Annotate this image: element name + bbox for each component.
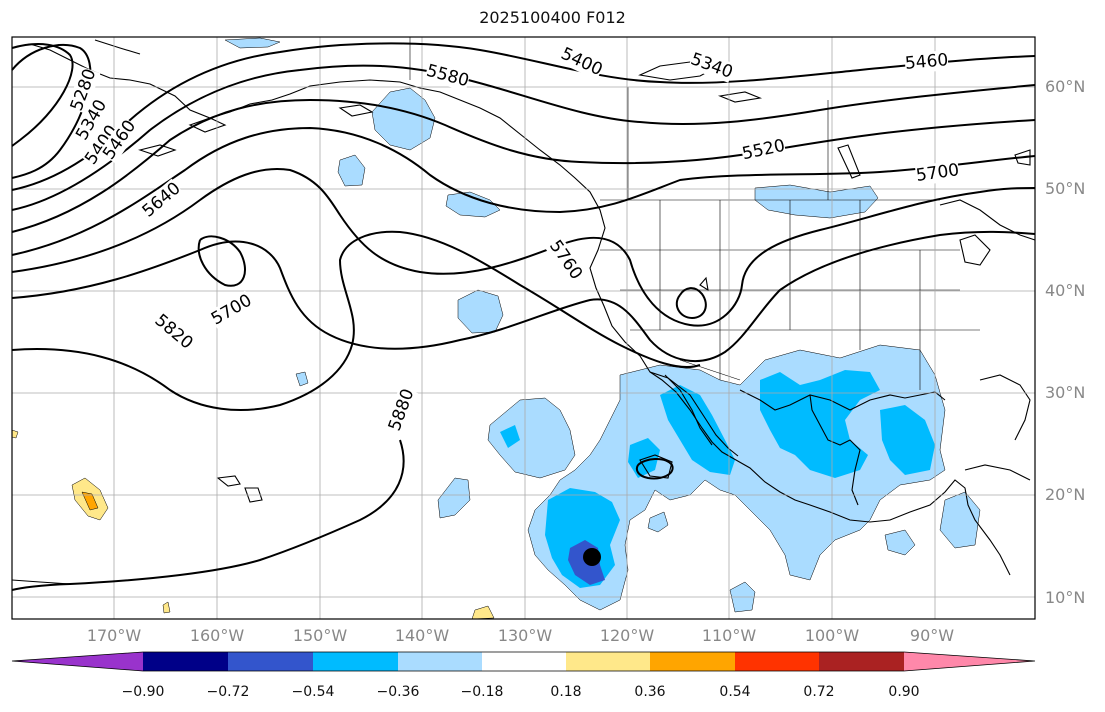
- colorbar-tick: 0.90: [888, 684, 920, 700]
- lon-label: 110°W: [701, 626, 757, 645]
- lat-label: 50°N: [1045, 179, 1086, 198]
- colorbar-tick: −0.72: [206, 684, 250, 700]
- colorbar-tick: −0.18: [460, 684, 504, 700]
- height-contours: [11, 42, 1036, 591]
- lat-label: 60°N: [1045, 77, 1086, 96]
- lat-label: 40°N: [1045, 281, 1086, 300]
- colorbar-segment: [228, 652, 313, 671]
- colorbar-segment: [143, 652, 228, 671]
- lon-label: 120°W: [599, 626, 655, 645]
- lon-label: 160°W: [189, 626, 245, 645]
- political-borders: [409, 37, 980, 390]
- lat-label: 30°N: [1045, 383, 1086, 402]
- colorbar-tick: 0.18: [550, 684, 582, 700]
- contour-label: 5460: [904, 50, 950, 74]
- colorbar-tick: −0.36: [376, 684, 420, 700]
- colorbar-segment: [819, 652, 904, 671]
- colorbar-segment: [482, 652, 566, 671]
- lat-label: 20°N: [1045, 485, 1086, 504]
- lon-label: 130°W: [497, 626, 553, 645]
- colorbar-segment: [398, 652, 482, 671]
- lon-label: 150°W: [292, 626, 348, 645]
- lat-label: 10°N: [1045, 588, 1086, 607]
- colorbar-segment: [650, 652, 735, 671]
- colorbar-tick: 0.72: [803, 684, 835, 700]
- colorbar-tick: 0.36: [634, 684, 666, 700]
- lon-label: 90°W: [909, 626, 955, 645]
- colorbar-segment: [313, 652, 398, 671]
- map-title: 2025100400 F012: [479, 8, 626, 27]
- colorbar-tick: −0.54: [291, 684, 335, 700]
- lon-label: 100°W: [804, 626, 860, 645]
- anomaly-shading-positive: [11, 429, 495, 620]
- anomaly-shading-light-blue: [224, 37, 981, 613]
- lon-label: 140°W: [394, 626, 450, 645]
- map-frame: [11, 36, 1036, 620]
- colorbar-tick: 0.54: [719, 684, 751, 700]
- colorbar-max-extension: [904, 652, 1035, 671]
- anomaly-shading-mid-blue: [500, 370, 935, 588]
- colorbar-min-extension: [12, 652, 143, 671]
- colorbar-segment: [566, 652, 650, 671]
- storm-position-marker: [583, 548, 601, 566]
- colorbar-segment: [735, 652, 819, 671]
- lon-label: 170°W: [86, 626, 142, 645]
- colorbar-tick: −0.90: [121, 684, 165, 700]
- colorbar: [11, 651, 1036, 672]
